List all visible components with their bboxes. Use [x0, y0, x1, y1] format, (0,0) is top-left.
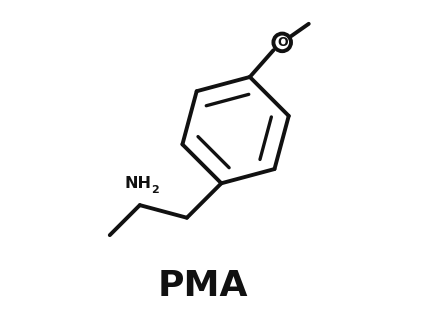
Text: NH: NH	[125, 176, 152, 191]
Text: PMA: PMA	[157, 269, 248, 303]
Text: 2: 2	[151, 185, 159, 195]
Text: O: O	[277, 36, 287, 49]
